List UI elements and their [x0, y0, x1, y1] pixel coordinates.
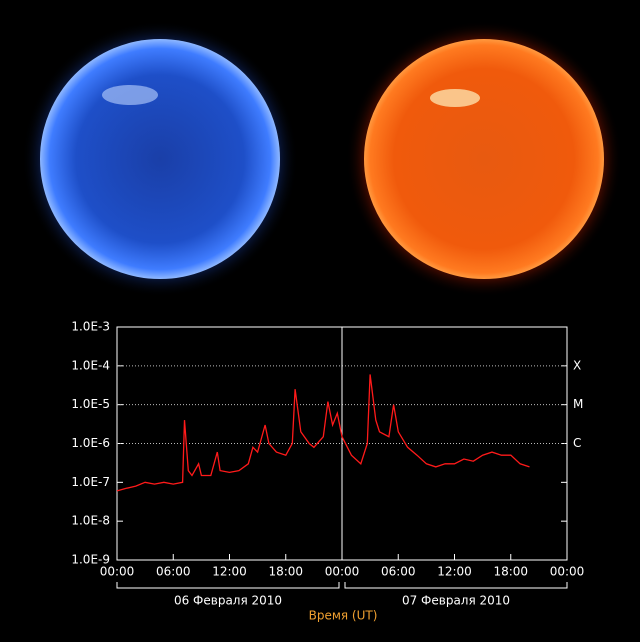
sun-image-orange	[364, 39, 604, 279]
day-bracket	[116, 582, 340, 589]
x-tick-label: 06:00	[156, 565, 191, 579]
y-tick-label: 1.0E-5	[71, 397, 110, 411]
y-tick-label: 1.0E-6	[71, 436, 110, 450]
y-tick-label: 1.0E-8	[71, 514, 110, 528]
x-tick-label: 12:00	[437, 565, 472, 579]
y-tick-label: 1.0E-3	[71, 320, 110, 334]
class-label: C	[573, 436, 581, 450]
sun-image-blue	[40, 39, 280, 279]
active-region	[430, 89, 480, 107]
y-tick-label: 1.0E-9	[71, 553, 110, 567]
y-tick-label: 1.0E-7	[71, 475, 110, 489]
class-label: M	[573, 397, 583, 411]
x-tick-label: 00:00	[100, 565, 135, 579]
x-tick-label: 18:00	[493, 565, 528, 579]
class-label: X	[573, 358, 581, 372]
x-tick-label: 00:00	[325, 565, 360, 579]
active-region	[102, 85, 158, 105]
y-tick-label: 1.0E-4	[71, 358, 110, 372]
x-axis-title: Время (UT)	[309, 609, 378, 623]
x-tick-label: 18:00	[268, 565, 303, 579]
flux-line	[116, 374, 530, 492]
day-label: 06 Февраля 2010	[174, 594, 282, 608]
x-tick-label: 06:00	[381, 565, 416, 579]
day-label: 07 Февраля 2010	[402, 594, 510, 608]
x-tick-label: 00:00	[550, 565, 585, 579]
x-tick-label: 12:00	[212, 565, 247, 579]
day-bracket	[344, 582, 568, 589]
